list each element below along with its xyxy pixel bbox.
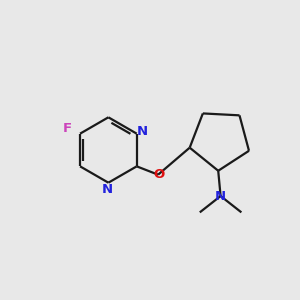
Text: N: N (136, 125, 148, 138)
Text: F: F (63, 122, 72, 135)
Text: O: O (153, 168, 164, 181)
Text: N: N (215, 190, 226, 203)
Text: N: N (102, 183, 113, 196)
